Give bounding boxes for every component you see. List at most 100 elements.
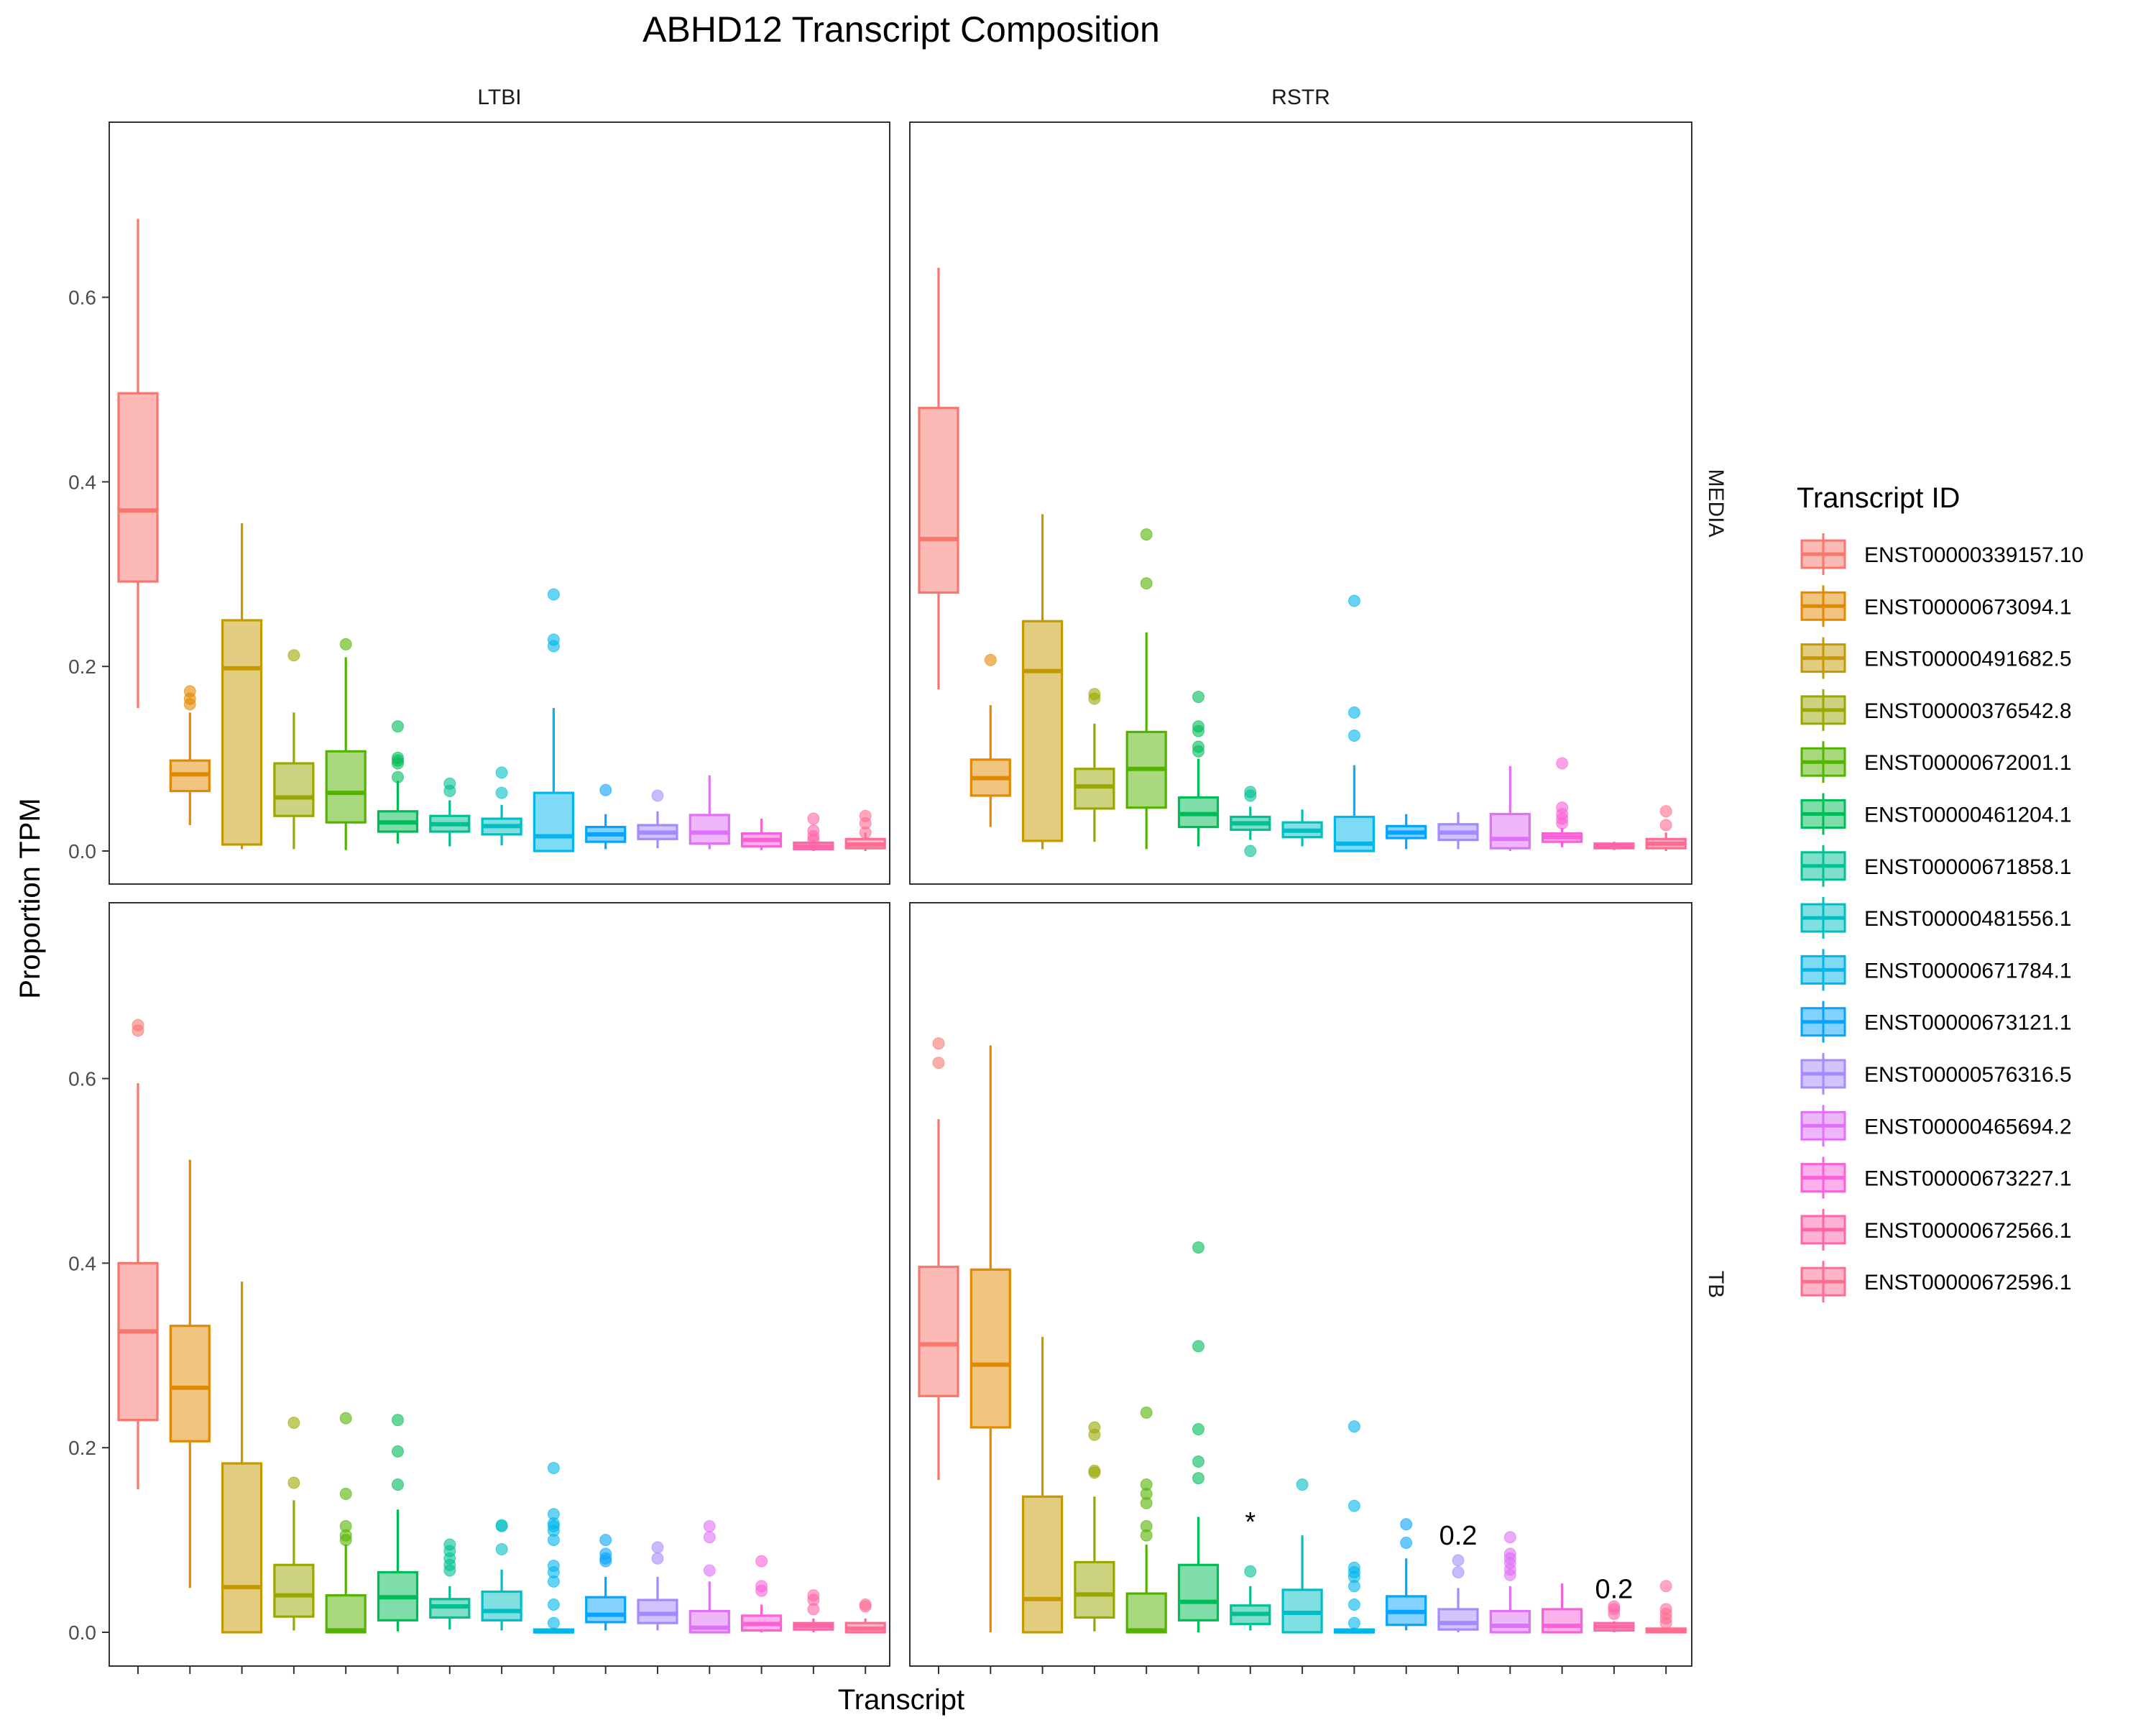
annotation-label: 0.2 xyxy=(1595,1574,1633,1604)
outlier-point xyxy=(1503,1547,1516,1560)
box-iqr xyxy=(1333,815,1376,852)
box-ENST00000671784.1 xyxy=(1333,594,1376,852)
outlier-point xyxy=(132,1018,144,1031)
box-ENST00000491682.5 xyxy=(221,523,263,850)
box-iqr xyxy=(1074,768,1115,810)
legend-label: ENST00000671858.1 xyxy=(1864,855,2072,879)
outlier-point xyxy=(287,1417,300,1430)
legend-label: ENST00000673121.1 xyxy=(1864,1011,2072,1035)
box-ENST00000671858.1 xyxy=(1230,786,1271,857)
legend-label: ENST00000465694.2 xyxy=(1864,1115,2072,1138)
outlier-point xyxy=(1192,1241,1204,1254)
outlier-point xyxy=(392,1445,404,1458)
box-iqr xyxy=(1542,1608,1583,1634)
outlier-point xyxy=(1348,1499,1360,1512)
outlier-point xyxy=(599,1534,612,1547)
outlier-point xyxy=(859,809,872,822)
outlier-point xyxy=(1244,1565,1257,1578)
outlier-point xyxy=(1348,1561,1360,1574)
box-ENST00000491682.5 xyxy=(221,1282,263,1634)
panel-border xyxy=(109,121,890,885)
legend-item: ENST00000576316.5 xyxy=(1800,1053,2072,1095)
outlier-point xyxy=(495,786,508,799)
outlier-point xyxy=(651,789,664,802)
box-ENST00000461204.1 xyxy=(1177,1241,1220,1632)
box-iqr xyxy=(169,1325,211,1443)
y-tick-label: 0.6 xyxy=(68,287,96,309)
outlier-point xyxy=(1348,594,1360,607)
chart-title: ABHD12 Transcript Composition xyxy=(642,9,1160,50)
box-iqr xyxy=(918,407,959,594)
outlier-point xyxy=(183,685,196,698)
box-ENST00000672001.1 xyxy=(1125,1406,1167,1634)
y-tick-label: 0.6 xyxy=(68,1068,96,1090)
outlier-point xyxy=(1140,577,1153,590)
box-ENST00000491682.5 xyxy=(1021,514,1064,850)
box-ENST00000576316.5 xyxy=(637,1541,678,1631)
box-ENST00000673227.1 xyxy=(1542,1583,1583,1634)
outlier-point xyxy=(1348,1598,1360,1611)
legend-label: ENST00000671784.1 xyxy=(1864,959,2072,983)
box-iqr xyxy=(1177,1563,1220,1622)
box-ENST00000671784.1 xyxy=(533,588,575,852)
box-ENST00000576316.5 xyxy=(637,789,678,849)
legend-item: ENST00000671858.1 xyxy=(1800,845,2072,887)
legend-label: ENST00000461204.1 xyxy=(1864,804,2072,827)
y-axis-title: Proportion TPM xyxy=(14,798,46,998)
outlier-point xyxy=(703,1564,716,1577)
box-ENST00000465694.2 xyxy=(688,1519,730,1634)
outlier-point xyxy=(1244,845,1257,857)
annotation-label: * xyxy=(1245,1507,1256,1537)
outlier-point xyxy=(932,1057,945,1070)
box-iqr xyxy=(481,1590,522,1622)
outlier-point xyxy=(1296,1478,1309,1491)
box-ENST00000673121.1 xyxy=(1386,1518,1427,1631)
box-ENST00000339157.10 xyxy=(117,218,159,708)
legend-item: ENST00000672596.1 xyxy=(1800,1261,2072,1303)
box-ENST00000465694.2 xyxy=(1489,765,1531,851)
legend-label: ENST00000672001.1 xyxy=(1864,751,2072,775)
outlier-point xyxy=(1140,528,1153,541)
legend-item: ENST00000673121.1 xyxy=(1800,1000,2072,1043)
legend-item: ENST00000461204.1 xyxy=(1800,793,2072,835)
legend-title: Transcript ID xyxy=(1797,482,1960,514)
box-iqr xyxy=(1489,1609,1531,1634)
box-iqr xyxy=(1437,1608,1479,1631)
box-iqr xyxy=(325,750,367,824)
outlier-point xyxy=(547,1598,560,1611)
outlier-point xyxy=(392,720,404,733)
outlier-point xyxy=(807,1589,820,1602)
box-ENST00000672596.1 xyxy=(844,1598,886,1634)
outlier-point xyxy=(1659,1603,1672,1616)
legend-label: ENST00000672566.1 xyxy=(1864,1219,2072,1243)
outlier-point xyxy=(339,638,352,650)
outlier-point xyxy=(1608,1600,1621,1613)
box-ENST00000673094.1 xyxy=(169,685,211,826)
outlier-point xyxy=(1400,1536,1413,1549)
box-iqr xyxy=(688,814,730,845)
box-ENST00000672596.1 xyxy=(1645,1580,1687,1634)
box-iqr xyxy=(637,1598,678,1624)
box-ENST00000672566.1 xyxy=(793,1589,834,1632)
box-ENST00000672596.1 xyxy=(1645,805,1687,851)
y-tick-label: 0.0 xyxy=(68,840,96,862)
box-ENST00000339157.10 xyxy=(117,1018,159,1489)
panel-border xyxy=(109,902,890,1667)
outlier-point xyxy=(392,1414,404,1427)
outlier-point xyxy=(1088,688,1101,701)
box-ENST00000672566.1 xyxy=(1593,842,1635,850)
box-ENST00000673227.1 xyxy=(1542,757,1583,847)
panel-border xyxy=(909,902,1692,1667)
box-ENST00000672566.1 xyxy=(1593,1600,1635,1632)
box-ENST00000461204.1 xyxy=(377,720,419,844)
outlier-point xyxy=(1140,1478,1153,1491)
legend-item: ENST00000491682.5 xyxy=(1800,637,2072,679)
box-ENST00000481556.1 xyxy=(1281,1478,1323,1634)
legend-item: ENST00000672001.1 xyxy=(1800,741,2072,783)
outlier-point xyxy=(1192,1455,1204,1468)
outlier-point xyxy=(599,783,612,796)
outlier-point xyxy=(1348,1616,1360,1629)
box-iqr xyxy=(273,1563,315,1618)
box-ENST00000673094.1 xyxy=(969,653,1011,827)
